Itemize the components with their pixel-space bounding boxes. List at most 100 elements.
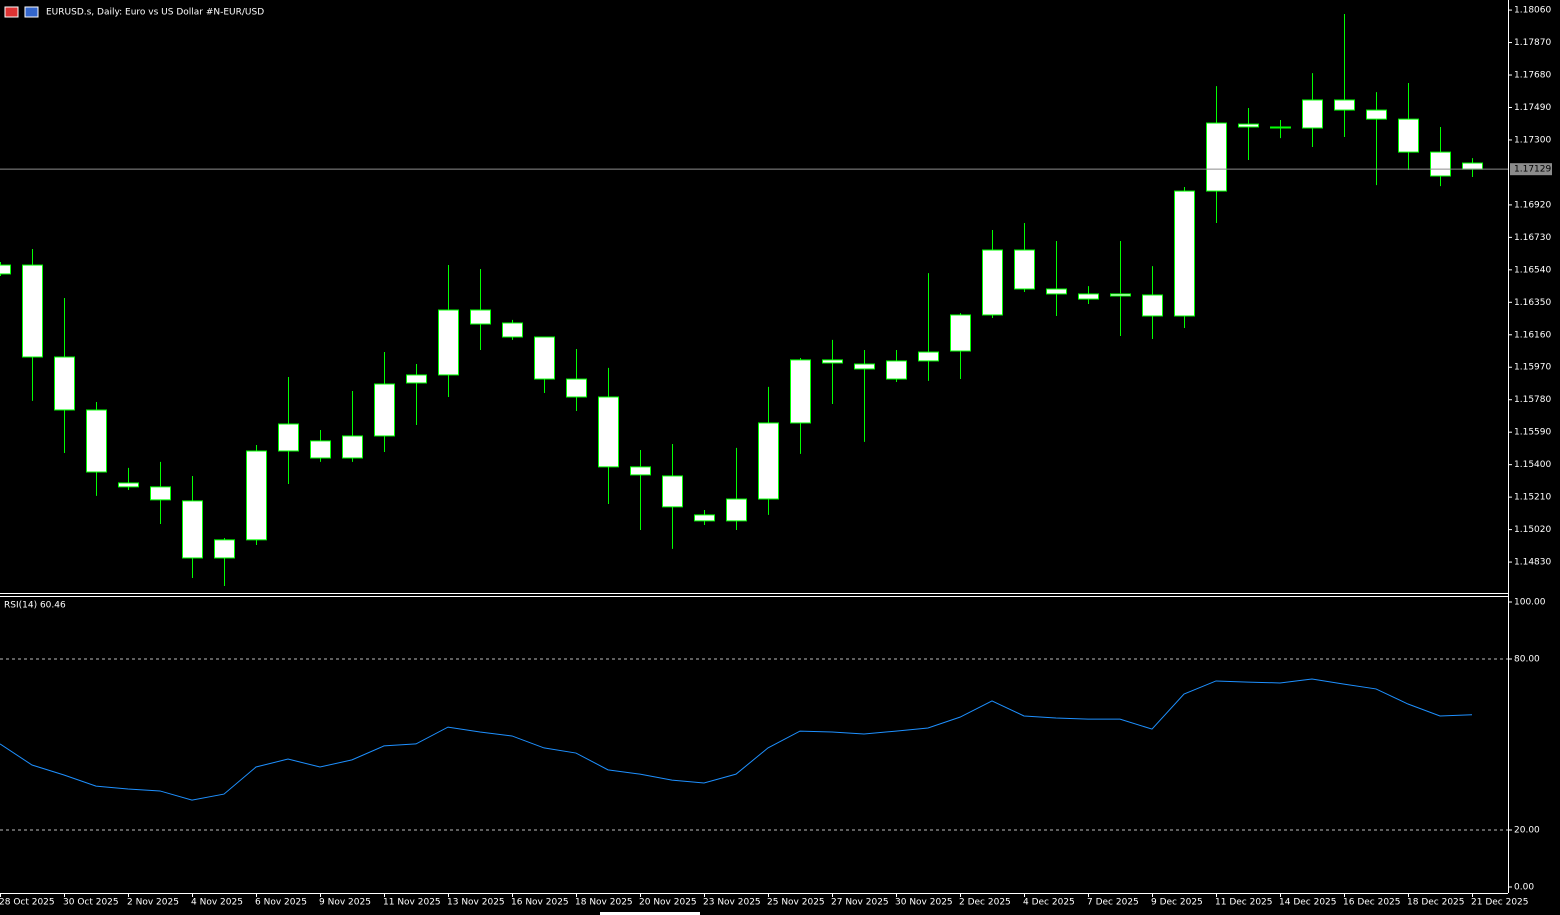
candle-body (1046, 288, 1067, 295)
y-tick-label: 0.00 (1514, 883, 1534, 893)
candle-body (1014, 249, 1035, 290)
candle-body (630, 466, 651, 476)
x-tick-label: 14 Dec 2025 (1279, 898, 1337, 908)
y-tick-label: 20.00 (1514, 826, 1540, 836)
x-tick-label: 4 Dec 2025 (1023, 898, 1075, 908)
y-tick-label: 1.16540 (1514, 265, 1551, 275)
candle-body (598, 396, 619, 468)
candle-body (758, 422, 779, 500)
y-tick-label: 1.17870 (1514, 38, 1551, 48)
last-price-label: 1.17129 (1514, 165, 1551, 175)
candle-body (790, 359, 811, 424)
x-tick-label: 23 Nov 2025 (703, 898, 761, 908)
x-tick-label: 16 Nov 2025 (511, 898, 569, 908)
candle-body (342, 435, 363, 459)
candle-body (0, 264, 11, 275)
candle-body (278, 423, 299, 452)
candle-body (310, 440, 331, 459)
y-tick-label: 1.15780 (1514, 395, 1551, 405)
candle-body (1334, 99, 1355, 111)
candle-body (822, 359, 843, 364)
x-tick-label: 30 Nov 2025 (895, 898, 953, 908)
y-tick-label: 1.15020 (1514, 525, 1551, 535)
y-tick-label: 1.17680 (1514, 71, 1551, 81)
candle-body (918, 351, 939, 362)
candle-body (1174, 190, 1195, 317)
candle-body (534, 336, 555, 380)
candle-body (86, 409, 107, 473)
y-tick-label: 1.15400 (1514, 460, 1551, 470)
y-tick-label: 1.15970 (1514, 363, 1551, 373)
x-tick-label: 2 Dec 2025 (959, 898, 1011, 908)
y-tick-label: 1.16920 (1514, 200, 1551, 210)
candle-body (22, 264, 43, 358)
candle-body (214, 539, 235, 559)
candle-body (854, 363, 875, 370)
candle-body (182, 500, 203, 559)
x-tick-label: 21 Dec 2025 (1471, 898, 1529, 908)
icon (4, 6, 19, 18)
candle-body (438, 309, 459, 376)
y-tick-label: 1.15210 (1514, 493, 1551, 503)
candle-body (1462, 162, 1483, 170)
candle-body (1366, 109, 1387, 120)
candle-body (470, 309, 491, 325)
candle-body (118, 482, 139, 488)
x-tick-label: 7 Dec 2025 (1087, 898, 1139, 908)
x-tick-label: 16 Dec 2025 (1343, 898, 1401, 908)
x-tick-label: 27 Nov 2025 (831, 898, 889, 908)
candle-body (1302, 99, 1323, 129)
candle-body (1110, 293, 1131, 297)
candle-body (694, 514, 715, 522)
last-price-box (1510, 163, 1552, 176)
symbol-icons (4, 6, 39, 18)
x-tick-label: 11 Dec 2025 (1215, 898, 1273, 908)
x-tick-label: 2 Nov 2025 (127, 898, 179, 908)
y-tick-label: 1.14830 (1514, 558, 1551, 568)
y-tick-label: 1.17490 (1514, 103, 1551, 113)
candle-body (1142, 294, 1163, 317)
candle-body (950, 314, 971, 352)
y-tick-label: 1.16730 (1514, 233, 1551, 243)
indicator-title: RSI(14) 60.46 (4, 601, 66, 611)
x-tick-label: 18 Dec 2025 (1407, 898, 1465, 908)
x-tick-label: 11 Nov 2025 (383, 898, 441, 908)
x-tick-label: 28 Oct 2025 (0, 898, 55, 908)
candle-body (1270, 126, 1291, 129)
candle-body (1078, 293, 1099, 300)
x-tick-label: 20 Nov 2025 (639, 898, 697, 908)
candle-body (1430, 151, 1451, 177)
x-tick-label: 13 Nov 2025 (447, 898, 505, 908)
y-tick-label: 80.00 (1514, 655, 1540, 665)
scroll-marker (600, 912, 700, 915)
candle-body (54, 356, 75, 411)
x-tick-label: 4 Nov 2025 (191, 898, 243, 908)
y-tick-label: 1.16160 (1514, 330, 1551, 340)
candle-body (406, 374, 427, 384)
candle-body (1398, 118, 1419, 153)
y-tick-label: 1.18060 (1514, 6, 1551, 16)
y-tick-label: 100.00 (1514, 598, 1546, 608)
x-tick-label: 6 Nov 2025 (255, 898, 307, 908)
x-tick-label: 25 Nov 2025 (767, 898, 825, 908)
candle-body (1206, 122, 1227, 192)
candle-body (886, 360, 907, 380)
candle-body (726, 498, 747, 522)
x-tick-label: 9 Nov 2025 (319, 898, 371, 908)
candle-body (374, 383, 395, 437)
rsi-line (0, 678, 1473, 801)
candle-body (1238, 123, 1259, 128)
candle-body (246, 450, 267, 541)
candle-body (982, 249, 1003, 316)
x-tick-label: 18 Nov 2025 (575, 898, 633, 908)
x-tick-label: 30 Oct 2025 (63, 898, 119, 908)
y-tick-label: 1.17300 (1514, 135, 1551, 145)
icon (24, 6, 39, 18)
candle-body (502, 322, 523, 338)
candle-body (662, 475, 683, 508)
candle-body (566, 378, 587, 398)
chart-title: EURUSD.s, Daily: Euro vs US Dollar #N-EU… (46, 8, 264, 18)
